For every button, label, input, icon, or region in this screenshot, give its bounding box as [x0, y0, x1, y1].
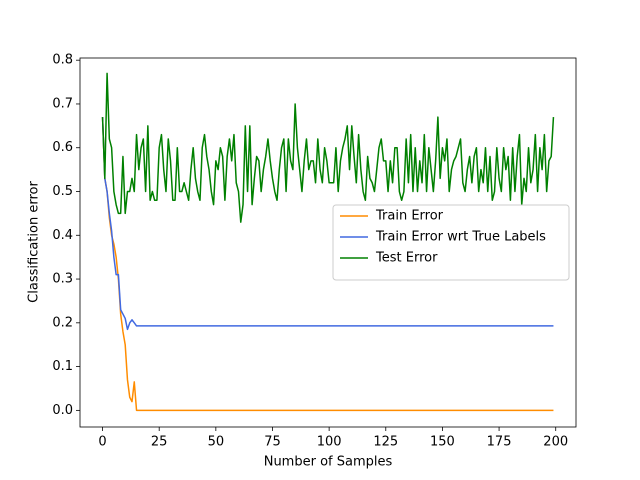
x-tick-label: 75	[264, 435, 281, 450]
legend-label: Test Error	[375, 251, 438, 266]
x-tick-label: 50	[208, 435, 225, 450]
y-tick-label: 0.3	[52, 272, 73, 287]
axes-frame	[79, 57, 577, 428]
y-tick-label: 0.5	[52, 184, 73, 199]
data-line	[101, 117, 554, 412]
x-tick-label: 125	[373, 435, 398, 450]
x-tick-label: 200	[543, 435, 568, 450]
legend-label: Train Error	[375, 209, 444, 224]
x-tick-label: 175	[487, 435, 512, 450]
data-line	[101, 117, 554, 331]
x-tick-label: 25	[151, 435, 168, 450]
x-axis-label: Number of Samples	[264, 455, 393, 470]
y-tick-label: 0.2	[52, 315, 73, 330]
legend-box	[332, 204, 570, 281]
y-tick-label: 0.8	[52, 53, 73, 68]
x-tick-label: 100	[317, 435, 342, 450]
x-tick-label: 150	[430, 435, 455, 450]
y-axis-label: Classification error	[27, 181, 42, 303]
x-tick-label: 0	[98, 435, 106, 450]
data-line	[101, 72, 555, 223]
y-tick-label: 0.0	[52, 403, 73, 418]
legend: Train Error Train Error wrt True Labels Te…	[332, 204, 570, 281]
y-tick-label: 0.4	[52, 228, 73, 243]
legend-label: Train Error wrt True Labels	[375, 230, 546, 245]
y-tick-label: 0.1	[52, 359, 73, 374]
y-tick-label: 0.7	[52, 96, 73, 111]
y-tick-label: 0.6	[52, 140, 73, 155]
